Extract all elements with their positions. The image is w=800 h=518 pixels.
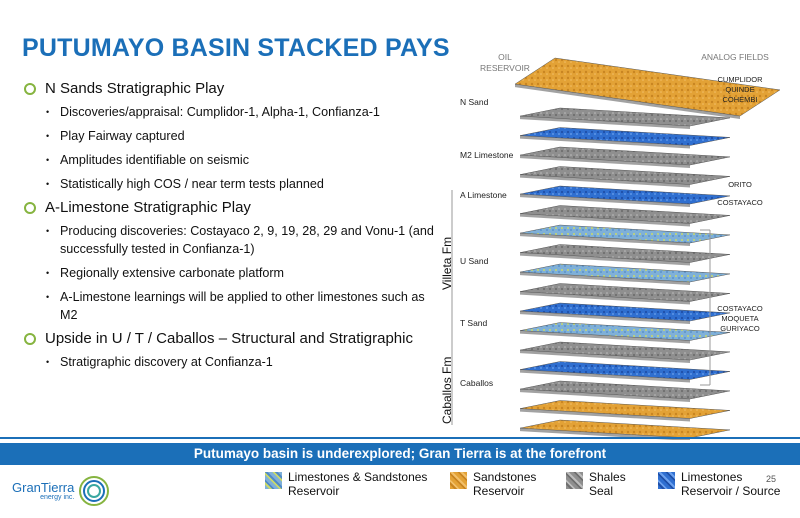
- reservoir-label: Caballos: [460, 378, 494, 388]
- sub-bullet: • Regionally extensive carbonate platform: [46, 264, 444, 282]
- sub-bullet: • Play Fairway captured: [46, 127, 444, 145]
- layer-slab-edge: [520, 135, 690, 149]
- bullet-text: A-Limestone Stratigraphic Play: [45, 199, 251, 216]
- legend-sublabel: Reservoir: [288, 484, 340, 498]
- legend-item-limestones: Limestones Reservoir / Source: [658, 470, 780, 498]
- layer-slab-edge: [520, 291, 690, 305]
- bullet-list: N Sands Stratigraphic Play • Discoveries/…: [24, 80, 444, 377]
- sub-bullet-text: A-Limestone learnings will be applied to…: [60, 290, 425, 322]
- legend-sublabel: Reservoir: [473, 484, 525, 498]
- formation-label-caballos: Caballos Fm: [440, 356, 454, 424]
- bullet-ring-icon: [24, 82, 36, 95]
- sub-bullet-text: Play Fairway captured: [60, 129, 185, 143]
- oil-reservoir-header: OIL RESERVOIR: [480, 52, 530, 73]
- sub-bullet: • Statistically high COS / near term test…: [46, 175, 444, 193]
- bullet-dot-icon: •: [46, 357, 50, 367]
- sub-bullet: • A-Limestone learnings will be applied t…: [46, 288, 444, 324]
- takeaway-banner: Putumayo basin is underexplored; Gran Ti…: [0, 443, 800, 465]
- bullet-dot-icon: •: [46, 155, 50, 165]
- stacked-pays-diagram: OIL RESERVOIR ANALOG FIELDS N Sand M2 Li…: [380, 40, 800, 440]
- sub-bullet-text: Producing discoveries: Costayaco 2, 9, 1…: [60, 224, 434, 256]
- legend-item-sandstones: Sandstones Reservoir: [450, 470, 536, 498]
- sub-bullet-text: Statistically high COS / near term tests…: [60, 177, 324, 191]
- analog-field-label: COSTAYACO MOQUETA GURIYACO: [717, 304, 763, 333]
- layer-slab-edge: [520, 272, 690, 285]
- sub-bullet: • Amplitudes identifiable on seismic: [46, 151, 444, 169]
- legend-item-limestones-sandstones: Limestones & Sandstones Reservoir: [265, 470, 427, 498]
- bullet-dot-icon: •: [46, 226, 50, 236]
- reservoir-label: T Sand: [460, 318, 488, 328]
- slide-title: PUTUMAYO BASIN STACKED PAYS: [22, 34, 450, 62]
- layer-stack-graphic: [451, 57, 781, 440]
- layer-slab-edge: [520, 194, 690, 207]
- reservoir-label: M2 Limestone: [460, 150, 514, 160]
- legend-label: Limestones & Sandstones: [288, 470, 428, 484]
- layer-slab-edge: [520, 174, 690, 188]
- layer-slab-edge: [520, 252, 690, 266]
- legend-label: Sandstones: [473, 470, 537, 484]
- legend-swatch: [658, 472, 675, 489]
- bullet-ring-icon: [24, 332, 36, 345]
- logo-name: GranTierra: [12, 479, 75, 495]
- legend-sublabel: Seal: [589, 484, 614, 498]
- logo-sub: energy inc.: [40, 493, 75, 501]
- analog-field-label: ORITO COSTAYACO: [717, 180, 763, 207]
- reservoir-label: N Sand: [460, 97, 489, 107]
- layer-slab-edge: [520, 389, 690, 402]
- bullet-n-sands: N Sands Stratigraphic Play: [24, 80, 444, 97]
- sub-bullet-text: Regionally extensive carbonate platform: [60, 266, 285, 280]
- layer-slab-edge: [520, 233, 690, 246]
- layer-slab-edge: [520, 330, 690, 344]
- layer-slab-edge: [520, 350, 690, 363]
- bullet-dot-icon: •: [46, 268, 50, 278]
- sub-bullet-text: Discoveries/appraisal: Cumplidor-1, Alph…: [60, 105, 380, 119]
- sub-bullet: • Stratigraphic discovery at Confianza-1: [46, 353, 444, 371]
- layer-slab-edge: [520, 155, 690, 168]
- sub-bullet: • Producing discoveries: Costayaco 2, 9, …: [46, 222, 444, 258]
- sub-bullet: • Discoveries/appraisal: Cumplidor-1, Alp…: [46, 103, 444, 121]
- layer-slab-edge: [515, 84, 740, 119]
- legend-swatch: [450, 472, 467, 489]
- formation-label-villeta: Villeta Fm: [440, 236, 454, 290]
- legend-label: Limestones: [681, 470, 743, 484]
- legend-sublabel: Reservoir / Source: [681, 484, 781, 498]
- layer-slab-edge: [520, 213, 690, 227]
- bullet-dot-icon: •: [46, 179, 50, 189]
- reservoir-label: U Sand: [460, 256, 489, 266]
- analog-fields-header: ANALOG FIELDS: [701, 52, 769, 62]
- layer-slab-edge: [520, 116, 690, 129]
- reservoir-label: A Limestone: [460, 190, 507, 200]
- bullet-dot-icon: •: [46, 107, 50, 117]
- legend-item-shales: Shales Seal: [566, 470, 626, 498]
- sub-bullet-text: Stratigraphic discovery at Confianza-1: [60, 355, 273, 369]
- legend-swatch: [265, 472, 282, 489]
- page-number: 25: [765, 474, 776, 484]
- sub-bullet-text: Amplitudes identifiable on seismic: [60, 153, 249, 167]
- bullet-text: Upside in U / T / Caballos – Structural …: [45, 330, 413, 347]
- layer-slab-edge: [520, 408, 690, 422]
- logo-rings-icon: [79, 476, 110, 506]
- legend-swatch: [566, 472, 583, 489]
- bullet-text: N Sands Stratigraphic Play: [45, 80, 225, 97]
- bullet-ring-icon: [24, 201, 36, 214]
- bullet-dot-icon: •: [46, 131, 50, 141]
- bullet-dot-icon: •: [46, 292, 50, 302]
- legend-label: Shales: [589, 470, 626, 484]
- layer-slab-edge: [520, 369, 690, 383]
- banner-divider: [0, 437, 800, 439]
- bullet-a-limestone: A-Limestone Stratigraphic Play: [24, 199, 444, 216]
- company-logo: GranTierra energy inc.: [12, 474, 111, 508]
- bullet-upside: Upside in U / T / Caballos – Structural …: [24, 330, 444, 347]
- analog-field-label: CUMPLIDOR QUINDE COHEMBI: [717, 75, 763, 104]
- layer-slab-edge: [520, 311, 690, 324]
